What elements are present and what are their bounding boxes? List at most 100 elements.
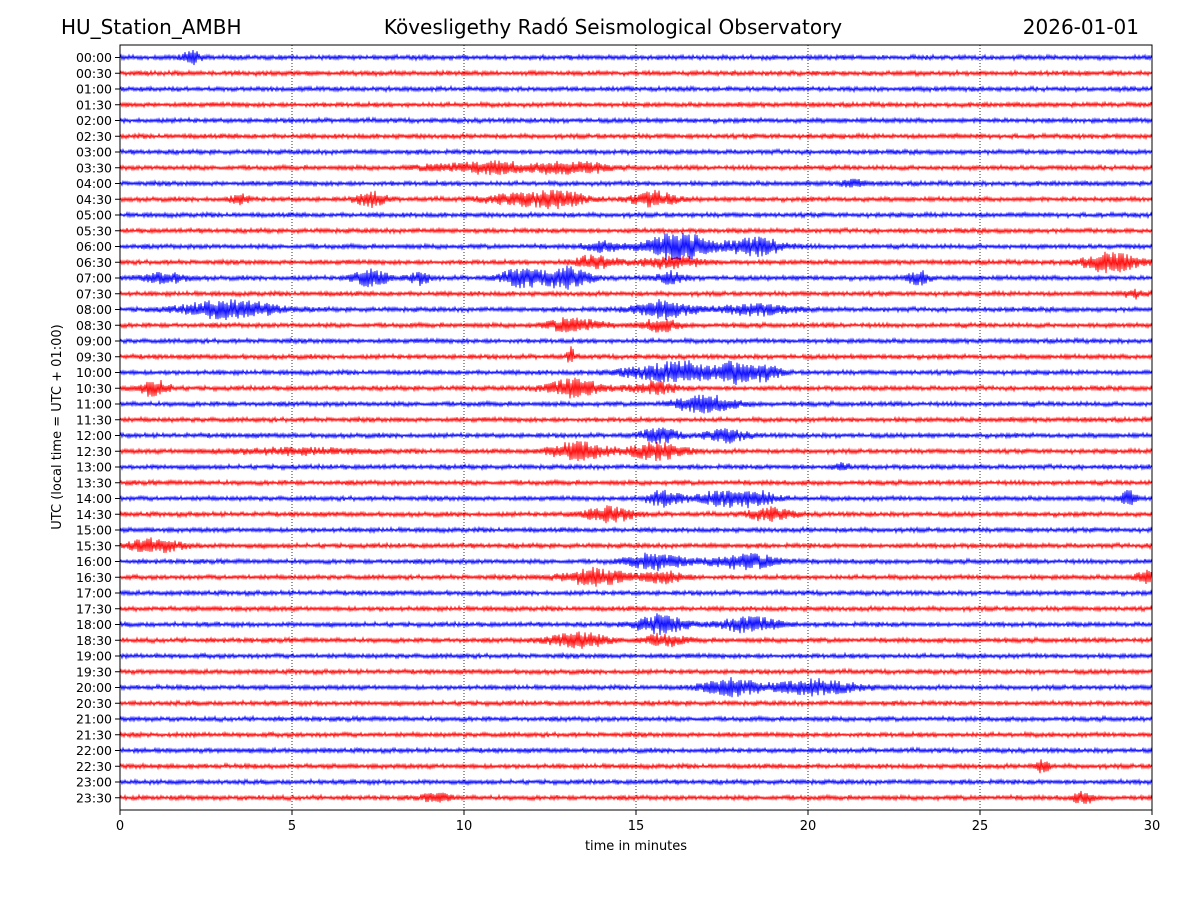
x-tick-label: 20 [800,819,817,834]
y-tick-label: 18:00 [76,617,112,632]
y-tick-label: 20:00 [76,680,112,695]
seismic-trace [119,746,1153,755]
y-tick-label: 13:30 [76,475,112,490]
seismic-trace [119,160,1153,176]
chart-title: Kövesligethy Radó Seismological Observat… [383,15,843,39]
y-tick-label: 04:30 [76,192,112,207]
y-tick-label: 10:30 [76,381,112,396]
y-tick-label: 22:30 [76,759,112,774]
trace-group [119,49,1153,804]
y-tick-label: 12:30 [76,444,112,459]
y-tick-label: 23:30 [76,790,112,805]
seismic-trace [119,317,1153,333]
seismic-trace [119,394,1153,414]
y-tick-label: 19:00 [76,649,112,664]
seismic-trace [119,377,1153,399]
seismic-trace [119,288,1153,300]
seismic-trace [119,68,1153,78]
seismic-trace [119,440,1153,461]
seismic-trace [119,299,1153,320]
seismic-trace [119,360,1153,386]
y-tick-label: 09:00 [76,334,112,349]
y-tick-label: 06:30 [76,255,112,270]
x-tick-label: 15 [628,819,645,834]
seismic-trace [119,415,1153,424]
seismic-trace [119,552,1153,572]
seismic-trace [119,462,1153,472]
x-tick-label: 30 [1144,819,1161,834]
y-tick-label: 18:30 [76,633,112,648]
seismic-trace [119,84,1153,94]
seismic-trace [119,566,1153,587]
y-tick-label: 20:30 [76,696,112,711]
seismic-trace [119,147,1153,157]
seismic-trace [119,226,1153,236]
y-tick-label: 14:30 [76,507,112,522]
seismic-trace [119,265,1153,290]
seismic-trace [119,427,1153,444]
y-tick-label: 23:00 [76,775,112,790]
y-tick-label: 07:30 [76,286,112,301]
y-tick-label: 03:00 [76,145,112,160]
y-tick-label: 01:00 [76,82,112,97]
y-tick-label: 16:00 [76,554,112,569]
y-axis-label: UTC (local time = UTC + 01:00) [50,324,65,529]
seismic-trace [119,604,1153,614]
y-tick-label: 15:00 [76,523,112,538]
seismic-trace [119,505,1153,524]
seismic-trace [119,790,1153,804]
y-tick-label: 05:30 [76,223,112,238]
seismic-trace [119,232,1153,261]
seismic-trace [119,116,1153,125]
seismic-trace [119,346,1153,363]
x-tick-label: 25 [972,819,989,834]
y-tick-label: 08:00 [76,302,112,317]
seismic-trace [119,525,1153,535]
y-tick-label: 17:30 [76,601,112,616]
seismic-trace [119,667,1153,677]
seismic-trace [119,698,1153,708]
x-tick-label: 0 [116,819,124,834]
seismic-trace [119,210,1153,220]
y-tick-label: 09:30 [76,349,112,364]
seismic-trace [119,677,1153,698]
y-tick-label: 07:00 [76,271,112,286]
y-tick-label: 00:00 [76,50,112,65]
y-tick-label: 12:00 [76,428,112,443]
seismic-trace [119,714,1153,724]
seismic-trace [119,478,1153,487]
seismic-trace [119,730,1153,739]
y-tick-label: 22:00 [76,743,112,758]
seismic-trace [119,588,1153,598]
x-tick-label: 10 [456,819,473,834]
y-tick-label: 11:30 [76,412,112,427]
y-tick-label: 04:00 [76,176,112,191]
y-tick-label: 13:00 [76,460,112,475]
seismic-trace [119,537,1153,554]
seismic-trace [119,777,1153,787]
seismic-trace [119,251,1153,274]
seismic-trace [119,178,1153,188]
y-tick-label: 17:00 [76,586,112,601]
seismic-trace [119,100,1153,109]
seismic-trace [119,489,1153,509]
y-tick-label: 10:00 [76,365,112,380]
x-axis: 0 5 10 15 20 25 30 [116,810,1160,834]
seismic-trace [119,759,1153,774]
y-tick-label: 21:30 [76,727,112,742]
seismic-trace [119,189,1153,210]
y-tick-label: 15:30 [76,538,112,553]
chart-date: 2026-01-01 [1022,15,1139,39]
y-tick-label: 16:30 [76,570,112,585]
y-tick-label: 21:00 [76,712,112,727]
y-tick-label: 03:30 [76,160,112,175]
x-tick-label: 5 [288,819,296,834]
seismic-trace [119,49,1153,66]
y-tick-label: 02:30 [76,129,112,144]
y-tick-label: 14:00 [76,491,112,506]
station-name: HU_Station_AMBH [61,15,242,39]
y-tick-label: 19:30 [76,664,112,679]
seismic-trace [119,631,1153,649]
y-tick-label: 01:30 [76,97,112,112]
